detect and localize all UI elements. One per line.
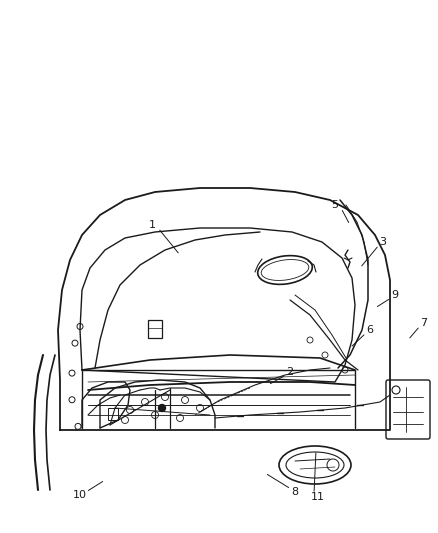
Text: 5: 5	[332, 200, 339, 210]
Bar	[148, 320, 162, 338]
Circle shape	[159, 405, 166, 411]
Text: 10: 10	[73, 490, 87, 500]
Text: 11: 11	[311, 492, 325, 502]
Text: 3: 3	[379, 237, 386, 247]
Bar	[108, 408, 118, 420]
Text: 1: 1	[148, 220, 155, 230]
Text: 2: 2	[286, 367, 293, 377]
Text: 6: 6	[367, 325, 374, 335]
Text: 9: 9	[392, 290, 399, 300]
Text: 7: 7	[420, 318, 427, 328]
Text: 8: 8	[291, 487, 299, 497]
